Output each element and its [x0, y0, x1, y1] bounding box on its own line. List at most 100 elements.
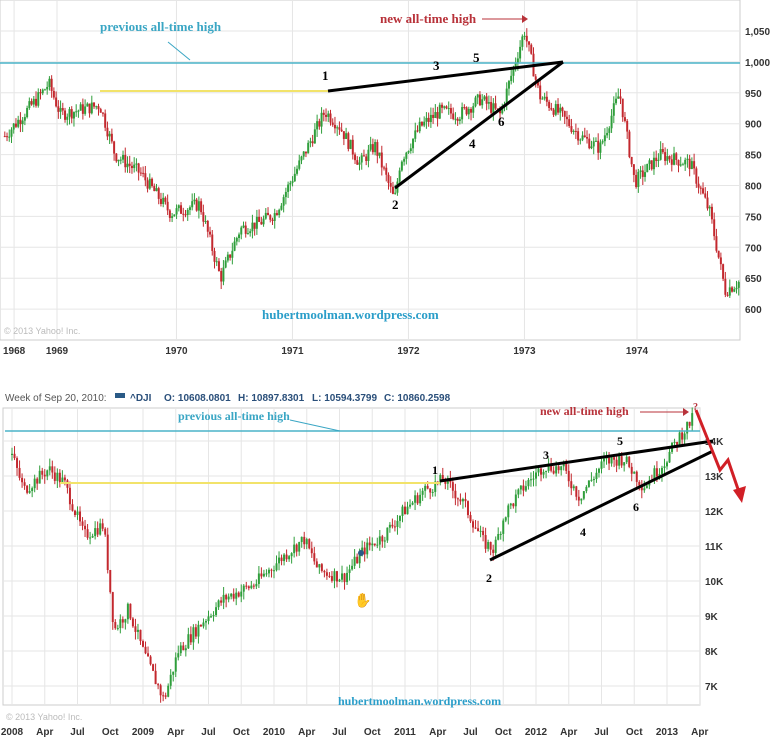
candle — [41, 88, 44, 96]
candle — [21, 116, 24, 132]
candle — [327, 110, 330, 123]
candle — [262, 569, 265, 578]
candle-body — [193, 199, 196, 202]
candle-body — [129, 603, 132, 619]
candle — [280, 203, 283, 211]
candle — [626, 119, 629, 139]
candle — [659, 141, 662, 161]
candle — [144, 165, 147, 187]
candle-body — [599, 142, 602, 153]
candle — [628, 456, 631, 469]
candle — [232, 588, 235, 602]
candle — [77, 109, 80, 118]
candle-body — [318, 121, 321, 127]
candle-body — [137, 163, 140, 173]
candle-body — [666, 462, 668, 467]
candle-body — [79, 511, 82, 522]
candle-body — [416, 495, 419, 504]
candle — [32, 96, 35, 108]
candle — [354, 152, 357, 165]
candle — [14, 118, 17, 129]
candle — [586, 130, 589, 144]
bottom-lower-trendline — [489, 449, 714, 562]
candle — [517, 488, 520, 499]
candle — [283, 553, 286, 566]
candle — [373, 543, 376, 547]
candle — [351, 135, 354, 160]
candle — [633, 471, 636, 474]
candle — [655, 150, 658, 168]
candle — [28, 483, 31, 494]
candle-body — [577, 131, 580, 141]
candle-body — [575, 486, 578, 497]
candle-body — [595, 472, 598, 480]
candle — [427, 112, 430, 127]
candle-body — [481, 99, 484, 106]
candle — [333, 116, 336, 134]
candle — [356, 553, 359, 564]
candle — [93, 102, 96, 109]
candle-body — [88, 103, 91, 114]
candle — [197, 196, 200, 219]
candle-body — [542, 471, 545, 475]
candle — [52, 87, 55, 100]
top-prev-ath-label: previous all-time high — [100, 19, 222, 34]
x-tick-label: 1970 — [165, 346, 188, 357]
candle-body — [290, 553, 293, 557]
candle-body — [322, 112, 325, 115]
candle-body — [217, 261, 220, 271]
candle — [68, 106, 71, 125]
candle-body — [309, 141, 312, 143]
candle — [180, 202, 183, 215]
candle — [697, 176, 700, 194]
candle — [323, 569, 326, 578]
candle-body — [452, 113, 455, 119]
candle — [199, 624, 202, 627]
x-tick-label: Jul — [332, 727, 347, 738]
candle — [303, 531, 306, 550]
candle — [342, 131, 345, 146]
candle-body — [211, 234, 214, 251]
candle-body — [39, 92, 42, 94]
candle-body — [668, 156, 671, 160]
candle — [557, 98, 560, 115]
candle — [585, 485, 588, 494]
x-tick-label: Apr — [298, 727, 315, 738]
candle — [291, 176, 294, 187]
candle — [713, 212, 716, 241]
candle-body — [592, 141, 595, 147]
candle — [99, 518, 102, 536]
candle-body — [174, 657, 177, 672]
candle-body — [731, 287, 734, 292]
candle — [668, 155, 671, 163]
candle-body — [152, 664, 155, 671]
candle-body — [648, 160, 651, 164]
candle-body — [167, 685, 170, 697]
candle-body — [547, 463, 550, 471]
candle — [691, 407, 694, 432]
candle-body — [532, 478, 535, 480]
x-tick-label: 2013 — [656, 727, 679, 738]
x-tick-label: 1972 — [397, 346, 420, 357]
candle — [632, 164, 635, 183]
top-y-ticks: 1,050 1,000 950 900 850 800 750 700 650 600 — [745, 27, 770, 316]
candle-body — [704, 193, 707, 198]
candle-body — [507, 505, 510, 518]
candle-body — [255, 216, 258, 229]
candle-body — [436, 481, 439, 483]
candle-body — [235, 592, 238, 599]
y-tick-label: 14K — [705, 437, 724, 448]
candle-body — [124, 619, 127, 623]
candle-body — [285, 554, 288, 560]
candle-body — [436, 112, 439, 119]
candle-body — [106, 127, 109, 137]
candle — [581, 131, 584, 142]
candle — [595, 468, 598, 483]
candle-body — [523, 35, 526, 37]
candle-body — [407, 151, 410, 153]
candle — [288, 554, 291, 562]
candle-body — [482, 530, 485, 536]
candle — [278, 208, 281, 218]
